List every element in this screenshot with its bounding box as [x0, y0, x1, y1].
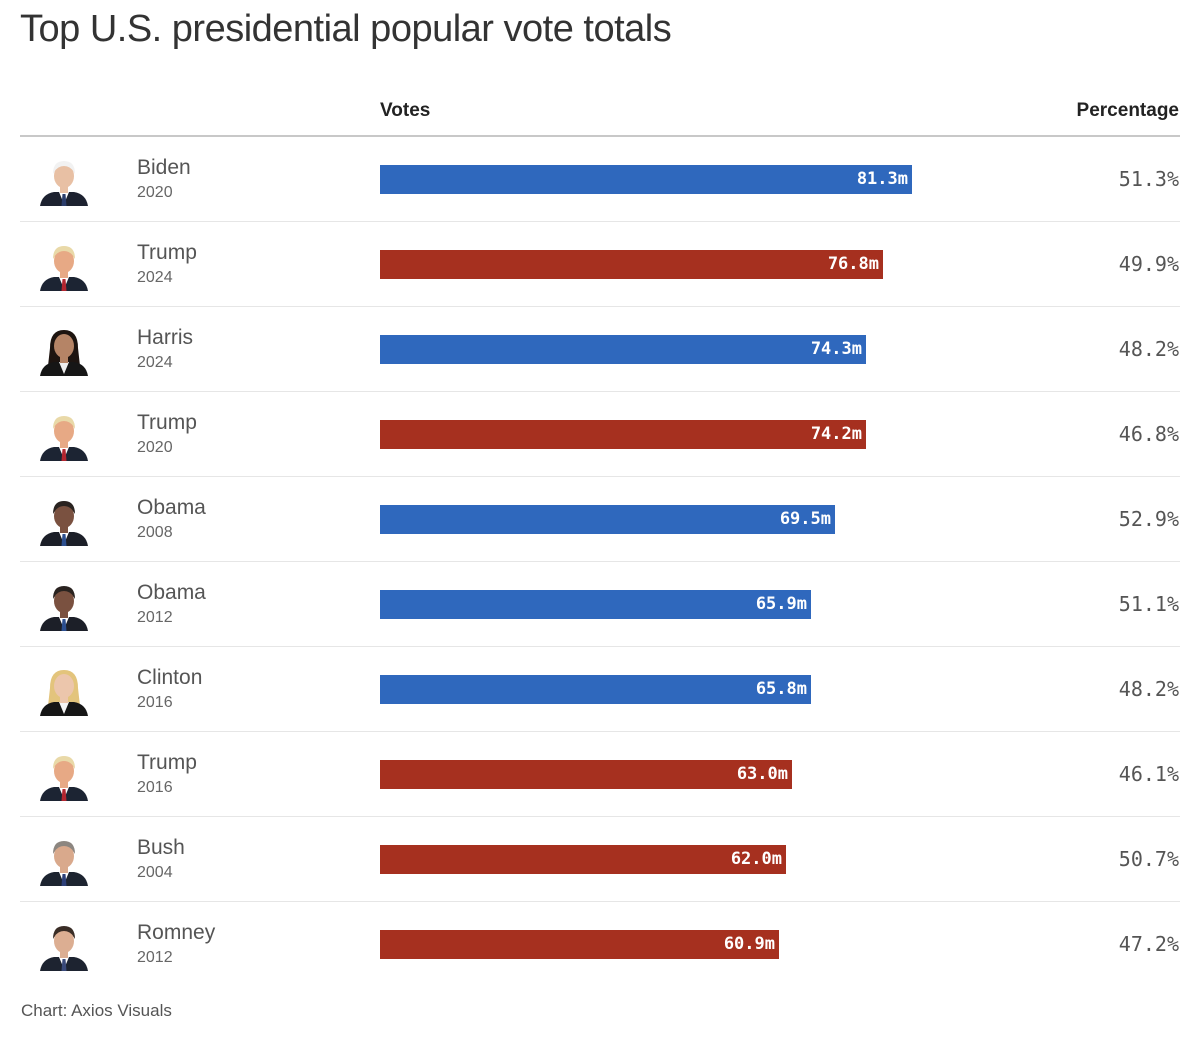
vote-bar: 76.8m: [380, 250, 883, 279]
candidate-name: Trump: [137, 751, 197, 774]
vote-percentage: 50.7%: [1118, 847, 1179, 871]
election-year: 2012: [137, 609, 173, 626]
percentage-column-header: Percentage: [1076, 100, 1179, 121]
candidate-name: Obama: [137, 496, 206, 519]
chart-source: Chart: Axios Visuals: [21, 1001, 172, 1020]
trump-portrait: [38, 239, 90, 291]
chart-title: Top U.S. presidential popular vote total…: [20, 8, 672, 50]
table-row: Trump 2020 74.2m 46.8%: [20, 392, 1180, 477]
vote-percentage: 48.2%: [1118, 677, 1179, 701]
vote-bar: 60.9m: [380, 930, 779, 959]
vote-bar: 62.0m: [380, 845, 786, 874]
table-row: Obama 2012 65.9m 51.1%: [20, 562, 1180, 647]
header-divider: [20, 135, 1180, 137]
candidate-name: Clinton: [137, 666, 203, 689]
vote-bar: 65.8m: [380, 675, 811, 704]
election-year: 2016: [137, 694, 173, 711]
election-year: 2008: [137, 524, 173, 541]
trump-portrait: [38, 749, 90, 801]
vote-percentage: 46.1%: [1118, 762, 1179, 786]
obama-portrait: [38, 494, 90, 546]
vote-percentage: 46.8%: [1118, 422, 1179, 446]
bush-portrait: [38, 834, 90, 886]
table-row: Obama 2008 69.5m 52.9%: [20, 477, 1180, 562]
romney-portrait: [38, 919, 90, 971]
candidate-name: Trump: [137, 411, 197, 434]
vote-total-label: 60.9m: [723, 934, 775, 954]
vote-bar: 74.2m: [380, 420, 866, 449]
election-year: 2024: [137, 269, 173, 286]
vote-total-label: 81.3m: [856, 169, 908, 189]
vote-bar: 65.9m: [380, 590, 811, 619]
table-row: Clinton 2016 65.8m 48.2%: [20, 647, 1180, 732]
candidate-name: Biden: [137, 156, 191, 179]
vote-bar: 63.0m: [380, 760, 792, 789]
chart-rows: Biden 2020 81.3m 51.3% Trump 2024 76.8m 49.9% Ha…: [20, 137, 1180, 986]
election-year: 2004: [137, 864, 173, 881]
vote-total-label: 76.8m: [827, 254, 879, 274]
vote-percentage: 52.9%: [1118, 507, 1179, 531]
vote-percentage: 51.1%: [1118, 592, 1179, 616]
table-row: Bush 2004 62.0m 50.7%: [20, 817, 1180, 902]
trump-portrait: [38, 409, 90, 461]
vote-percentage: 48.2%: [1118, 337, 1179, 361]
vote-percentage: 47.2%: [1118, 932, 1179, 956]
clinton-portrait: [38, 664, 90, 716]
vote-total-label: 65.9m: [755, 594, 807, 614]
vote-total-label: 63.0m: [736, 764, 788, 784]
election-year: 2020: [137, 184, 173, 201]
vote-total-label: 65.8m: [755, 679, 807, 699]
vote-total-label: 62.0m: [730, 849, 782, 869]
vote-total-label: 74.3m: [810, 339, 862, 359]
harris-portrait: [38, 324, 90, 376]
vote-total-label: 74.2m: [810, 424, 862, 444]
election-year: 2012: [137, 949, 173, 966]
candidate-name: Obama: [137, 581, 206, 604]
candidate-name: Trump: [137, 241, 197, 264]
vote-bar: 81.3m: [380, 165, 912, 194]
table-row: Romney 2012 60.9m 47.2%: [20, 902, 1180, 986]
biden-portrait: [38, 154, 90, 206]
election-year: 2020: [137, 439, 173, 456]
table-row: Trump 2016 63.0m 46.1%: [20, 732, 1180, 817]
vote-total-label: 69.5m: [779, 509, 831, 529]
table-row: Trump 2024 76.8m 49.9%: [20, 222, 1180, 307]
candidate-name: Bush: [137, 836, 185, 859]
election-year: 2016: [137, 779, 173, 796]
vote-bar: 74.3m: [380, 335, 866, 364]
candidate-name: Romney: [137, 921, 216, 944]
vote-percentage: 49.9%: [1118, 252, 1179, 276]
candidate-name: Harris: [137, 326, 193, 349]
vote-bar: 69.5m: [380, 505, 835, 534]
election-year: 2024: [137, 354, 173, 371]
vote-percentage: 51.3%: [1118, 167, 1179, 191]
table-row: Biden 2020 81.3m 51.3%: [20, 137, 1180, 222]
obama-portrait: [38, 579, 90, 631]
votes-column-header: Votes: [380, 100, 431, 121]
table-row: Harris 2024 74.3m 48.2%: [20, 307, 1180, 392]
